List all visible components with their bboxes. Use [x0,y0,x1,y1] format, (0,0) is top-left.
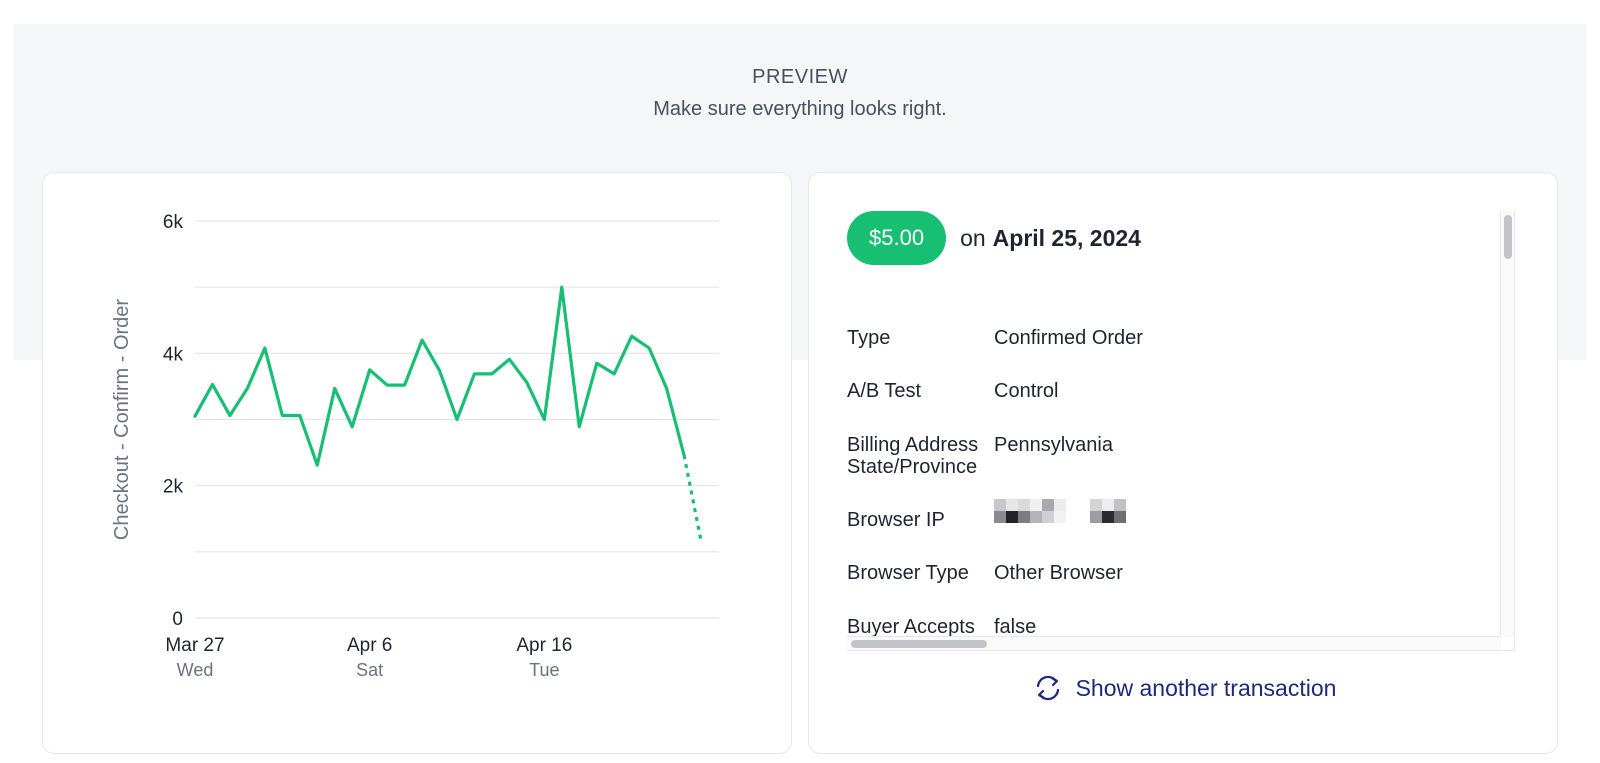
x-tick-sublabel: Sat [356,660,383,680]
preview-subtitle: Make sure everything looks right. [653,98,947,120]
field-type: Type Confirmed Order [847,327,1487,349]
refresh-icon [1036,675,1059,701]
field-value: false [994,616,1037,638]
y-tick-label: 4k [163,344,184,365]
field-key: Browser Type [847,562,969,584]
x-tick-label: Apr 16 [516,635,572,656]
line-chart: 0 2k 4k 6k Checkout - Confirm - Order Mar 27 W… [111,212,719,680]
vertical-scrollbar-thumb[interactable] [1504,215,1512,259]
field-key: Billing Address State/Province [847,434,979,478]
y-tick-label: 6k [163,212,184,233]
field-ab-test: A/B Test Control [847,380,1487,402]
transaction-header: $5.00 on April 25, 2024 [847,211,1141,265]
series-line [193,285,686,467]
preview-title: PREVIEW [752,66,848,88]
field-key: Type [847,327,891,349]
redacted-ip [994,499,1126,531]
field-value: Control [994,380,1059,402]
x-tick-sublabel: Tue [529,660,559,680]
field-billing-state: Billing Address State/Province Pennsylva… [847,434,1487,478]
chart-card: 0 2k 4k 6k Checkout - Confirm - Order Mar 27 W… [42,172,792,754]
field-browser-type: Browser Type Other Browser [847,562,1487,584]
x-tick-sublabel: Wed [177,660,214,680]
field-value: Pennsylvania [994,434,1113,456]
field-key: Browser IP [847,509,945,531]
transaction-date: April 25, 2024 [992,224,1141,251]
horizontal-scrollbar[interactable] [847,636,1501,650]
field-value: Other Browser [994,562,1123,584]
amount-badge: $5.00 [847,211,947,265]
preview-header: PREVIEW Make sure everything looks right… [0,66,1600,121]
vertical-scrollbar[interactable] [1500,211,1514,637]
series-line-incomplete [682,454,704,544]
field-key: A/B Test [847,380,922,402]
y-tick-label: 2k [163,477,184,498]
horizontal-scrollbar-thumb[interactable] [851,640,987,648]
y-tick-label: 0 [172,609,183,630]
field-value: Confirmed Order [994,327,1143,349]
x-tick-label: Apr 6 [347,635,392,656]
date-prefix: on [960,224,986,251]
x-tick-label: Mar 27 [165,635,224,656]
y-axis-label: Checkout - Confirm - Order [111,299,133,541]
show-another-transaction-button[interactable]: Show another transaction [809,673,1559,703]
field-browser-ip: Browser IP [847,499,1487,531]
show-another-transaction-label: Show another transaction [1075,674,1337,701]
transaction-scroll-area[interactable]: $5.00 on April 25, 2024 Type Confirmed O… [847,211,1515,651]
transaction-card: $5.00 on April 25, 2024 Type Confirmed O… [808,172,1558,754]
